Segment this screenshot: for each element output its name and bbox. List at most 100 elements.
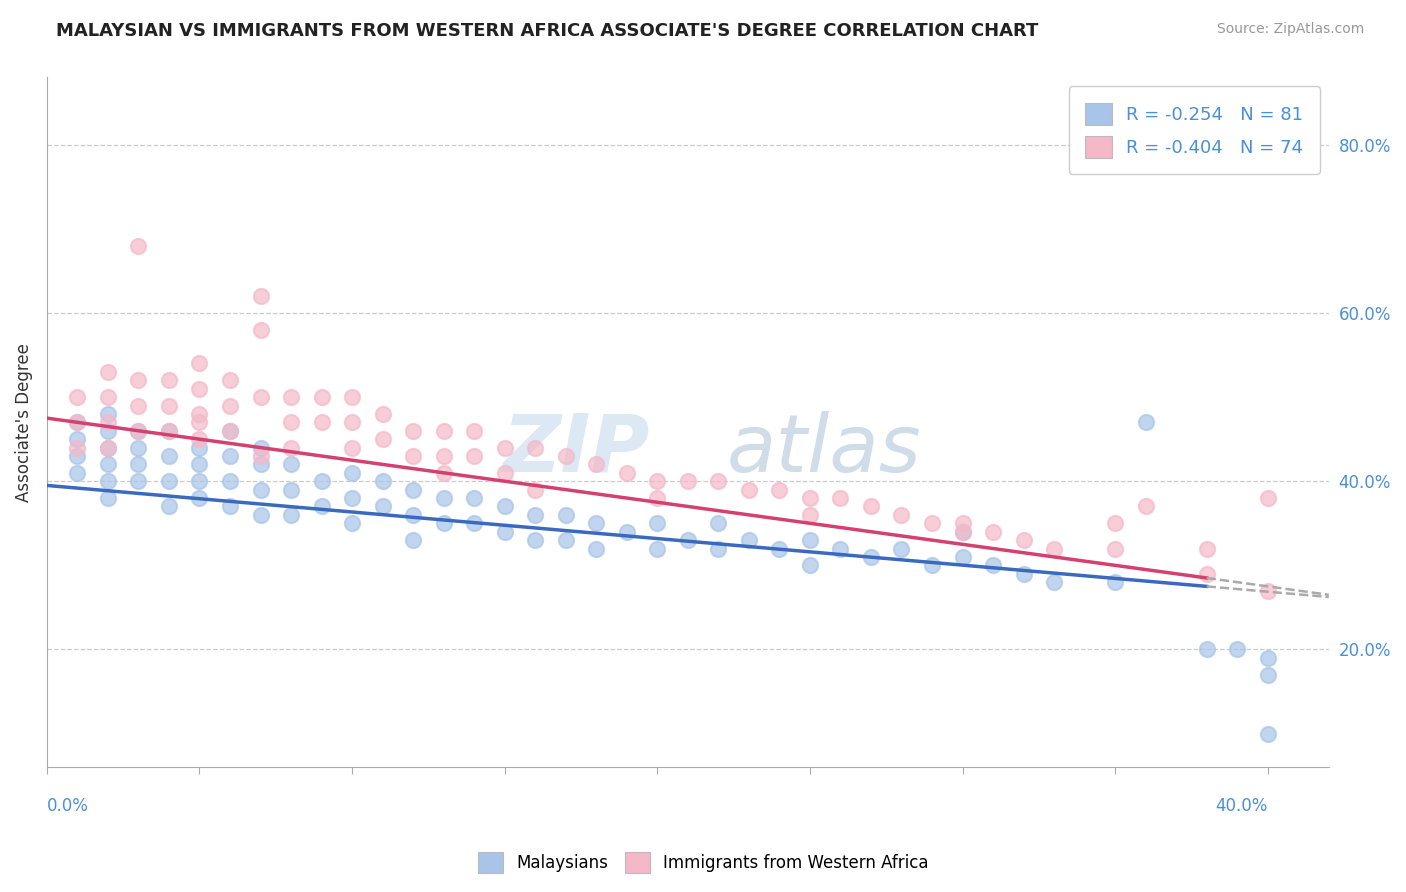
Point [219, 399, 242, 413]
Point [249, 508, 271, 522]
Point [311, 474, 333, 488]
Point [890, 508, 912, 522]
Point [463, 491, 485, 505]
Point [188, 356, 211, 370]
Point [340, 415, 363, 429]
Point [127, 424, 149, 438]
Point [647, 474, 669, 488]
Text: 0.0%: 0.0% [46, 797, 89, 814]
Point [1104, 541, 1126, 556]
Point [249, 441, 271, 455]
Point [66, 466, 89, 480]
Point [463, 516, 485, 531]
Point [859, 500, 882, 514]
Text: 40.0%: 40.0% [1215, 797, 1268, 814]
Point [188, 407, 211, 421]
Point [157, 500, 180, 514]
Point [524, 483, 547, 497]
Point [188, 382, 211, 396]
Point [1257, 667, 1279, 681]
Text: Source: ZipAtlas.com: Source: ZipAtlas.com [1216, 22, 1364, 37]
Point [249, 483, 271, 497]
Point [1043, 575, 1066, 590]
Point [188, 432, 211, 446]
Point [1257, 651, 1279, 665]
Point [97, 491, 120, 505]
Point [494, 524, 516, 539]
Point [707, 474, 730, 488]
Point [1135, 500, 1157, 514]
Point [799, 533, 821, 548]
Point [97, 474, 120, 488]
Point [647, 491, 669, 505]
Point [676, 533, 699, 548]
Point [127, 399, 149, 413]
Point [433, 491, 456, 505]
Point [127, 373, 149, 387]
Point [585, 541, 607, 556]
Point [188, 458, 211, 472]
Point [494, 441, 516, 455]
Point [188, 491, 211, 505]
Point [340, 441, 363, 455]
Point [127, 238, 149, 252]
Point [799, 491, 821, 505]
Point [157, 424, 180, 438]
Point [830, 541, 852, 556]
Legend: Malaysians, Immigrants from Western Africa: Malaysians, Immigrants from Western Afri… [471, 846, 935, 880]
Y-axis label: Associate's Degree: Associate's Degree [15, 343, 32, 502]
Point [433, 424, 456, 438]
Point [890, 541, 912, 556]
Point [921, 516, 943, 531]
Point [1135, 415, 1157, 429]
Point [585, 516, 607, 531]
Point [280, 508, 302, 522]
Point [66, 449, 89, 463]
Point [97, 390, 120, 404]
Point [768, 483, 790, 497]
Point [127, 458, 149, 472]
Text: atlas: atlas [727, 411, 921, 489]
Point [249, 323, 271, 337]
Point [219, 424, 242, 438]
Point [127, 474, 149, 488]
Point [66, 441, 89, 455]
Point [97, 441, 120, 455]
Point [554, 508, 576, 522]
Point [676, 474, 699, 488]
Point [616, 524, 638, 539]
Point [554, 449, 576, 463]
Point [738, 533, 761, 548]
Legend: R = -0.254   N = 81, R = -0.404   N = 74: R = -0.254 N = 81, R = -0.404 N = 74 [1069, 87, 1320, 174]
Point [311, 390, 333, 404]
Point [219, 424, 242, 438]
Point [463, 449, 485, 463]
Point [402, 449, 425, 463]
Point [66, 415, 89, 429]
Point [340, 516, 363, 531]
Point [1104, 575, 1126, 590]
Point [219, 373, 242, 387]
Point [402, 483, 425, 497]
Point [952, 549, 974, 564]
Point [768, 541, 790, 556]
Point [280, 441, 302, 455]
Point [249, 449, 271, 463]
Point [249, 390, 271, 404]
Point [952, 524, 974, 539]
Point [647, 541, 669, 556]
Point [371, 474, 394, 488]
Point [463, 424, 485, 438]
Text: ZIP: ZIP [502, 411, 650, 489]
Point [66, 432, 89, 446]
Point [524, 533, 547, 548]
Point [402, 424, 425, 438]
Point [280, 415, 302, 429]
Point [433, 449, 456, 463]
Point [1012, 566, 1035, 581]
Point [1104, 516, 1126, 531]
Point [554, 533, 576, 548]
Point [280, 483, 302, 497]
Point [127, 441, 149, 455]
Point [952, 524, 974, 539]
